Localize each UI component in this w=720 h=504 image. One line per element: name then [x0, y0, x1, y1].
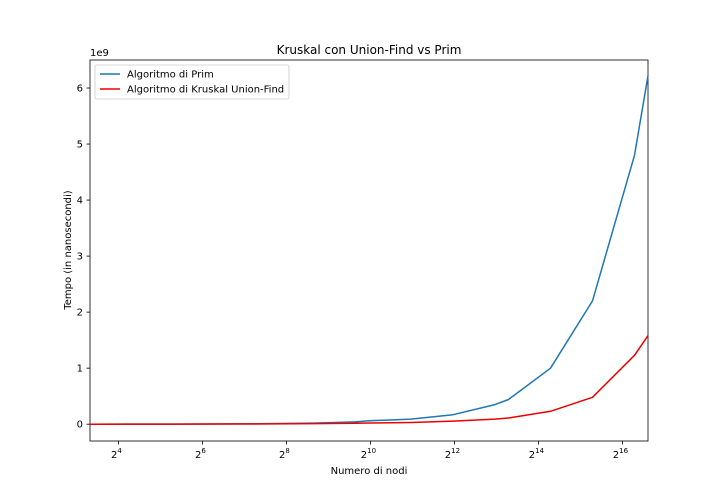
x-tick-label: 26 — [195, 447, 206, 461]
x-tick-label: 210 — [361, 447, 376, 461]
series-line-2 — [89, 335, 649, 425]
legend-box — [94, 64, 290, 100]
plot-area — [89, 59, 649, 442]
legend: Algoritmo di Prim Algoritmo di Kruskal Un… — [94, 64, 290, 100]
y-tick-label: 6 — [77, 84, 83, 95]
y-tick-label: 3 — [77, 252, 83, 263]
x-tick-label: 28 — [279, 447, 290, 461]
series-lines — [89, 75, 649, 425]
x-axis: 24 26 28 210 212 214 216 — [111, 441, 629, 461]
x-axis-label: Numero di nodi — [331, 466, 408, 477]
chart-title: Kruskal con Union-Find vs Prim — [277, 43, 462, 57]
x-tick-label: 212 — [445, 447, 460, 461]
x-tick-label: 216 — [613, 447, 629, 461]
x-tick-label: 24 — [111, 447, 122, 461]
legend-entry: Algoritmo di Prim — [127, 70, 214, 81]
y-tick-label: 2 — [77, 308, 83, 319]
y-axis: 0 1 2 3 4 5 6 — [77, 84, 90, 431]
y-offset-label: 1e9 — [90, 48, 109, 59]
legend-entry: Algoritmo di Kruskal Union-Find — [127, 85, 284, 96]
y-axis-label: Tempo (in nanosecondi) — [63, 190, 74, 311]
series-line-1 — [89, 75, 649, 425]
y-tick-label: 0 — [77, 420, 83, 431]
y-tick-label: 1 — [77, 364, 83, 375]
y-tick-label: 5 — [77, 140, 83, 151]
y-tick-label: 4 — [77, 196, 83, 207]
x-tick-label: 214 — [529, 447, 545, 461]
